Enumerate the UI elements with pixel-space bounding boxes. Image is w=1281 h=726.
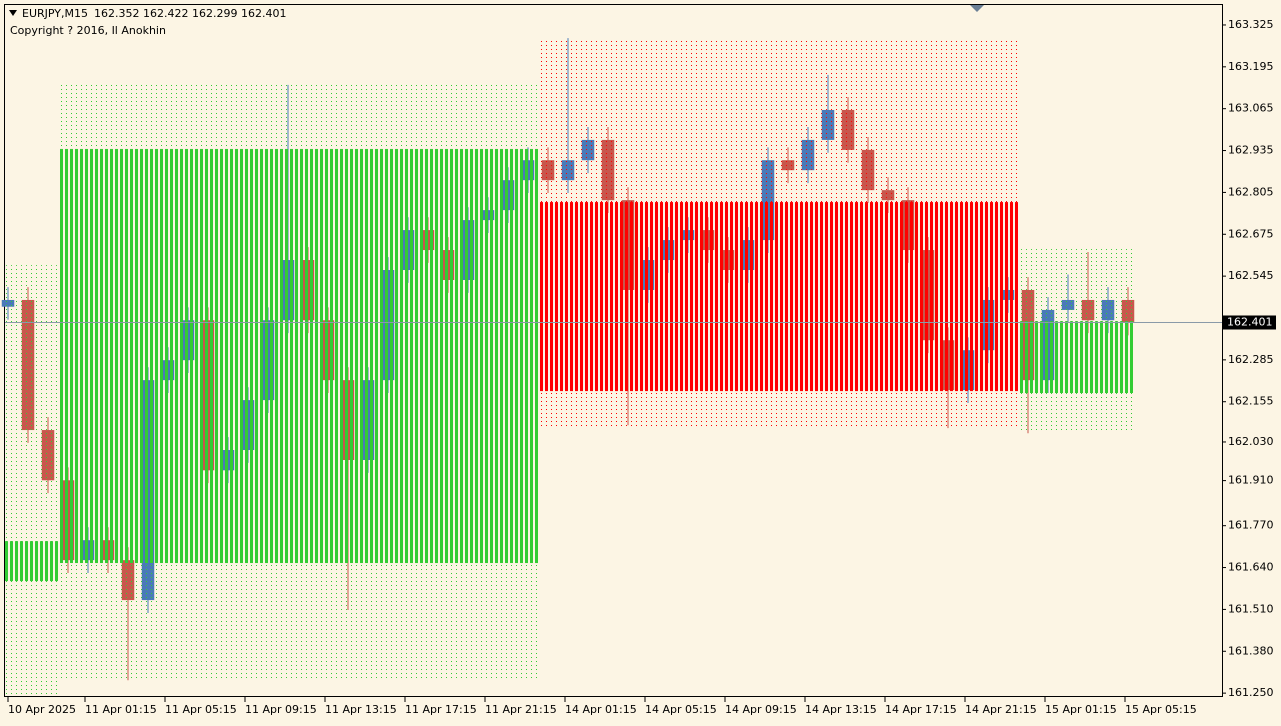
range-body <box>1018 321 1133 394</box>
x-tick-label: 14 Apr 01:15 <box>565 703 637 716</box>
range-body <box>538 202 1018 392</box>
symbol: EURJPY,M15 <box>22 7 88 20</box>
x-tick-label: 11 Apr 21:15 <box>485 703 557 716</box>
x-tick-label: 11 Apr 13:15 <box>325 703 397 716</box>
menu-arrow[interactable] <box>9 10 17 16</box>
x-tick-label: 11 Apr 05:15 <box>165 703 237 716</box>
x-tick-label: 15 Apr 01:15 <box>1045 703 1117 716</box>
y-tick-label: 162.030 <box>1228 435 1274 448</box>
copyright: Copyright ? 2016, Il Anokhin <box>10 24 166 37</box>
y-tick-label: 161.250 <box>1228 686 1274 699</box>
y-tick-label: 163.065 <box>1228 102 1274 115</box>
range-outer <box>5 265 58 696</box>
x-tick-label: 11 Apr 17:15 <box>405 703 477 716</box>
range-body <box>5 541 58 582</box>
last-price-box <box>1223 315 1276 330</box>
y-tick-label: 162.155 <box>1228 395 1274 408</box>
x-tick-label: 14 Apr 21:15 <box>965 703 1037 716</box>
y-tick-label: 161.910 <box>1228 474 1274 487</box>
x-tick-label: 11 Apr 01:15 <box>85 703 157 716</box>
last-price-label: 162.401 <box>1227 316 1273 329</box>
y-tick-label: 162.285 <box>1228 353 1274 366</box>
y-tick-label: 161.770 <box>1228 519 1274 532</box>
y-tick-label: 162.675 <box>1228 227 1274 240</box>
y-tick-label: 162.805 <box>1228 185 1274 198</box>
x-tick-label: 14 Apr 09:15 <box>725 703 797 716</box>
y-tick-label: 162.935 <box>1228 144 1274 157</box>
y-tick-label: 161.640 <box>1228 561 1274 574</box>
y-tick-label: 162.545 <box>1228 269 1274 282</box>
y-tick-label: 161.380 <box>1228 644 1274 657</box>
x-tick-label: 14 Apr 13:15 <box>805 703 877 716</box>
x-tick-label: 10 Apr 2025 <box>8 703 76 716</box>
x-tick-label: 14 Apr 05:15 <box>645 703 717 716</box>
y-tick-label: 161.510 <box>1228 602 1274 615</box>
range-body <box>58 148 538 564</box>
shift-marker <box>970 5 984 12</box>
plot-frame <box>4 4 1223 697</box>
x-tick-label: 15 Apr 05:15 <box>1125 703 1197 716</box>
x-tick-label: 11 Apr 09:15 <box>245 703 317 716</box>
x-tick-label: 14 Apr 17:15 <box>885 703 957 716</box>
ohlc-text: 162.352 162.422 162.299 162.401 <box>94 7 286 20</box>
y-tick-label: 163.325 <box>1228 18 1274 31</box>
y-tick-label: 163.195 <box>1228 60 1274 73</box>
